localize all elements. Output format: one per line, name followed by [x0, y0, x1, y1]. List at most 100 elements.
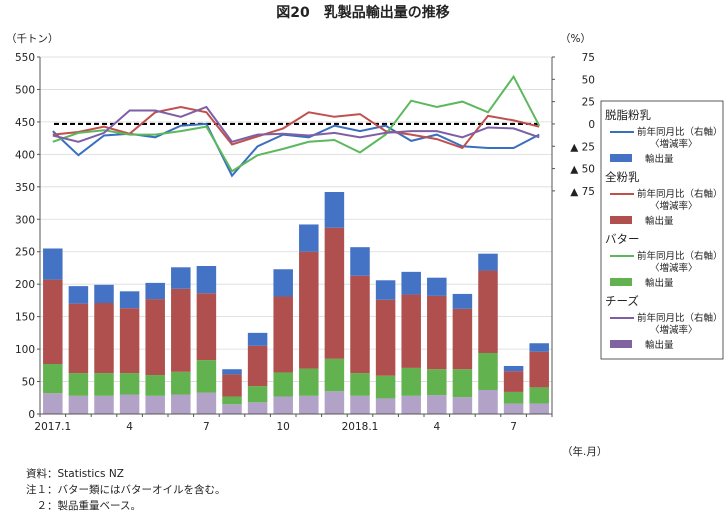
- bar-cheese: [350, 395, 370, 414]
- bar-butter: [375, 375, 396, 399]
- bar-wmp: [171, 288, 191, 372]
- bar-butter: [427, 369, 447, 396]
- legend-group-name: 脱脂粉乳: [605, 108, 651, 122]
- left-tick-label: 500: [15, 84, 35, 96]
- bar-smp: [324, 192, 345, 228]
- bar-butter: [529, 387, 549, 404]
- left-tick-label: 50: [22, 377, 35, 389]
- bar-cheese: [529, 403, 549, 414]
- bar-smp: [222, 369, 242, 375]
- bar-smp: [43, 248, 63, 280]
- x-axis-ticks: 2017.1 4 7 10 2018.1 4 7: [34, 414, 553, 433]
- legend-line-label: 前年同月比（右軸）: [637, 312, 723, 324]
- x-axis-unit: （年.月）: [562, 445, 607, 458]
- bar-wmp: [503, 371, 524, 392]
- bar-butter: [478, 352, 498, 390]
- left-tick-label: 550: [15, 52, 35, 64]
- bar-cheese: [145, 395, 165, 414]
- left-tick-label: 400: [15, 149, 35, 161]
- legend-group-name: バター: [605, 232, 640, 246]
- bar-butter: [401, 367, 421, 396]
- legend-line-sublabel: 〈増減率〉: [650, 324, 698, 336]
- bar-wmp: [68, 303, 89, 374]
- legend-bar-label: 輸出量: [645, 153, 674, 165]
- bar-wmp: [427, 295, 447, 370]
- legend-bar-label: 輸出量: [645, 277, 674, 289]
- bar-butter: [145, 375, 165, 396]
- left-tick-label: 450: [15, 117, 35, 129]
- bar-cheese: [375, 398, 396, 414]
- bar-butter: [43, 364, 63, 394]
- right-tick-label: 75: [582, 52, 595, 64]
- axes: [39, 57, 553, 415]
- x-tick-label: 2018.1: [342, 421, 379, 433]
- bar-wmp: [247, 345, 268, 387]
- line-wmp: [52, 105, 540, 150]
- bar-cheese: [196, 392, 217, 414]
- bar-butter: [503, 391, 524, 404]
- left-tick-label: 300: [15, 214, 35, 226]
- bar-wmp: [299, 251, 319, 369]
- x-tick-label: 7: [203, 421, 210, 433]
- legend-line-sublabel: 〈増減率〉: [650, 138, 698, 150]
- bar-wmp: [94, 303, 114, 374]
- line-cheese: [52, 105, 540, 143]
- line-butter: [52, 74, 541, 173]
- x-tick-label: 7: [510, 421, 517, 433]
- bar-smp: [273, 269, 293, 297]
- bar-smp: [247, 332, 268, 346]
- bar-cheese: [299, 395, 319, 414]
- bar-wmp: [119, 308, 140, 374]
- legend-line-label: 前年同月比（右軸）: [637, 188, 723, 200]
- bar-cheese: [171, 394, 191, 414]
- bar-cheese: [478, 389, 498, 414]
- right-axis-label: （%）: [560, 33, 591, 45]
- left-tick-label: 150: [15, 312, 35, 324]
- legend-line-label: 前年同月比（右軸）: [637, 126, 723, 138]
- bar-wmp: [273, 296, 293, 373]
- legend-bar-swatch: [610, 278, 632, 286]
- bar-butter: [324, 358, 345, 392]
- bar-wmp: [375, 299, 396, 376]
- bar-wmp: [324, 227, 345, 359]
- bar-cheese: [324, 391, 345, 414]
- bar-cheese: [247, 402, 268, 414]
- bar-cheese: [452, 397, 473, 414]
- bar-butter: [119, 373, 140, 395]
- bar-butter: [247, 386, 268, 403]
- bar-cheese: [273, 396, 293, 414]
- legend-line-label: 前年同月比（右軸）: [637, 250, 723, 262]
- grid-lines: [40, 56, 552, 382]
- x-tick-label: 4: [126, 421, 133, 433]
- bar-wmp: [478, 270, 498, 353]
- bar-wmp: [196, 293, 217, 361]
- legend-bar-label: 輸出量: [645, 339, 674, 351]
- bar-smp: [503, 365, 524, 372]
- left-tick-label: 250: [15, 247, 35, 259]
- bar-smp: [478, 253, 498, 271]
- right-tick-label: ▲ 25: [570, 141, 595, 153]
- legend-bar-swatch: [610, 154, 632, 162]
- bar-cheese: [222, 404, 242, 414]
- legend-bar-swatch: [610, 340, 632, 348]
- left-tick-label: 200: [15, 279, 35, 291]
- bar-butter: [452, 369, 473, 398]
- bar-wmp: [401, 294, 421, 368]
- bar-cheese: [119, 394, 140, 414]
- bar-stacks: [43, 192, 549, 414]
- bar-butter: [222, 396, 242, 405]
- line-smp: [52, 122, 540, 178]
- legend-bar-swatch: [610, 216, 632, 224]
- bar-wmp: [452, 308, 473, 370]
- bar-cheese: [68, 395, 89, 414]
- right-tick-label: ▲ 50: [570, 164, 595, 176]
- bar-smp: [375, 280, 396, 300]
- bar-wmp: [529, 351, 549, 388]
- right-tick-label: 0: [588, 119, 595, 131]
- bar-smp: [145, 282, 165, 300]
- bar-butter: [299, 368, 319, 396]
- bar-smp: [350, 247, 370, 276]
- bar-smp: [401, 271, 421, 295]
- line-series: [52, 74, 541, 178]
